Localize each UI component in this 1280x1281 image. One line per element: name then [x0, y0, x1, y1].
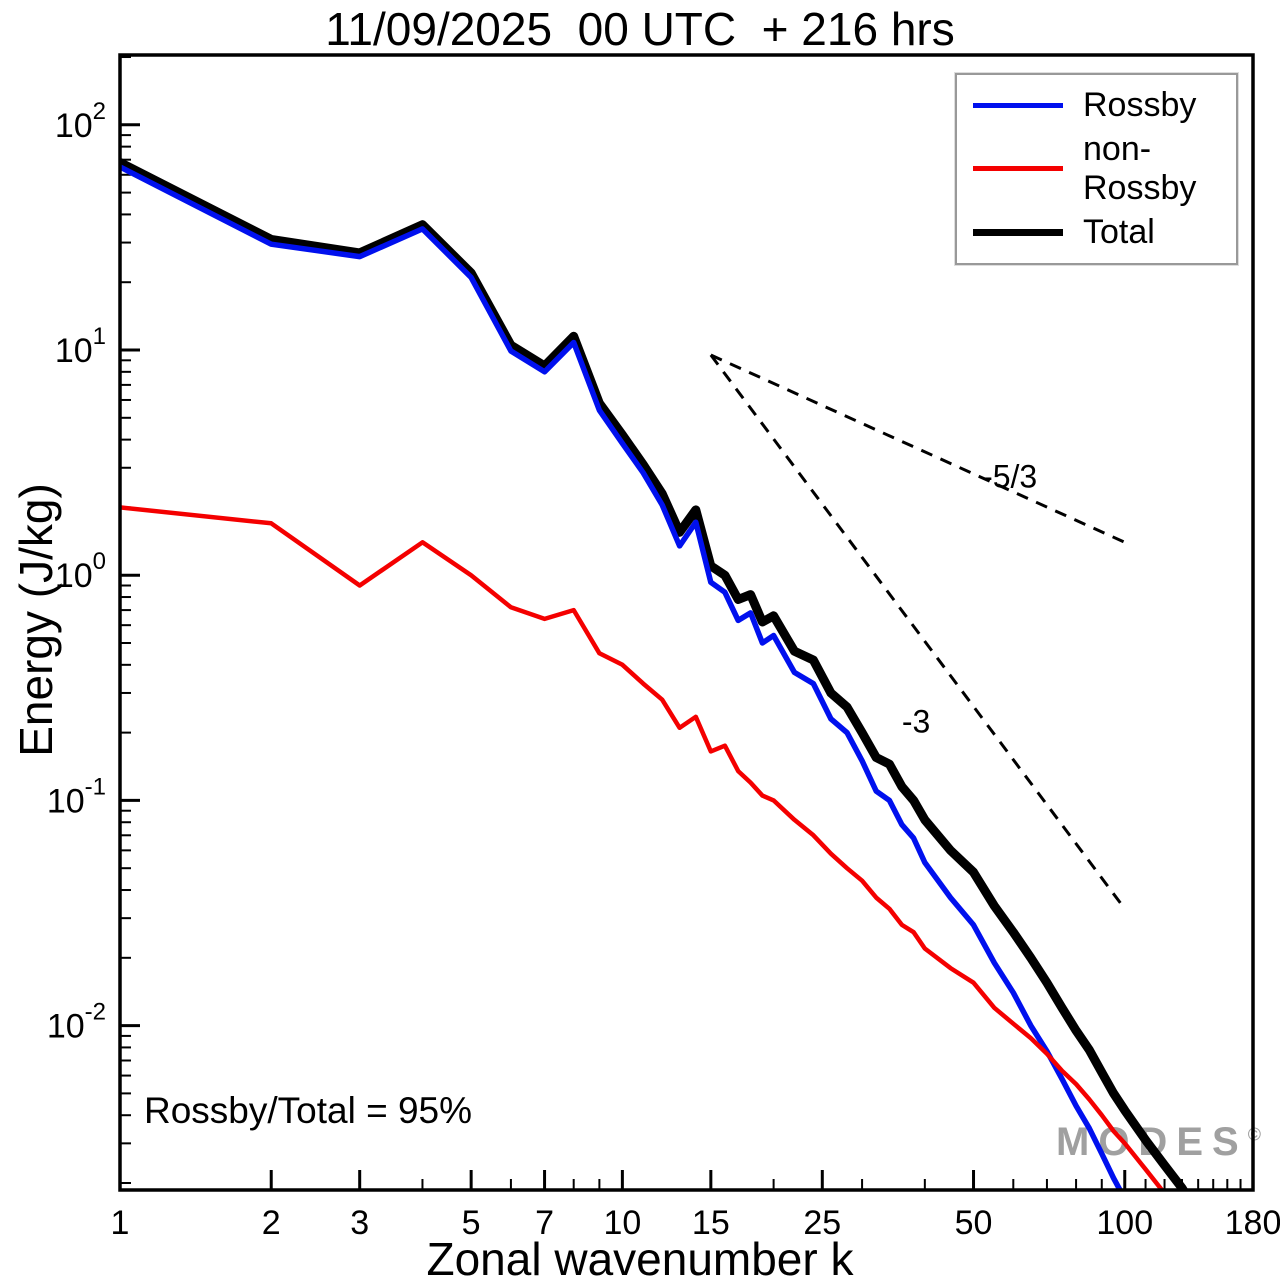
slope-label: -3: [902, 704, 930, 740]
plot-frame: [118, 53, 1255, 1192]
rossby-total-ratio-text: Rossby/Total = 95%: [144, 1090, 473, 1131]
x-axis-label: Zonal wavenumber k: [426, 1233, 854, 1281]
slope-reference-line: [710, 353, 1126, 544]
legend-item-rossby: Rossby: [957, 86, 1236, 125]
total-line-swatch: [973, 229, 1063, 237]
x-tick-label: 5: [462, 1204, 481, 1242]
x-tick-label: 180: [1225, 1204, 1280, 1242]
y-axis-label: Energy (J/kg): [10, 483, 62, 757]
series-rossby-line: [120, 164, 1124, 1190]
legend-label-total: Total: [1083, 213, 1155, 252]
y-tick-label: 102: [55, 98, 106, 145]
x-tick-label: 3: [350, 1204, 369, 1242]
non-rossby-line-swatch: [973, 166, 1063, 172]
legend-item-non-rossby: non-Rossby: [957, 130, 1236, 208]
legend-label-non-rossby: non-Rossby: [1083, 129, 1197, 207]
x-tick-label: 1: [111, 1204, 130, 1242]
y-tick-label: 10-2: [47, 999, 106, 1046]
rossby-line-swatch: [973, 102, 1063, 108]
series-total-line: [120, 158, 1189, 1190]
chart-title: 11/09/2025 00 UTC + 216 hrs: [325, 3, 955, 55]
y-tick-label: 10-1: [47, 773, 106, 820]
y-tick-label: 101: [55, 323, 106, 370]
legend: Rossby non-Rossby Total: [955, 73, 1238, 265]
x-tick-label: 25: [803, 1204, 841, 1242]
x-tick-label: 15: [692, 1204, 730, 1242]
slope-reference-line: [709, 354, 1126, 910]
x-tick-label: 10: [603, 1204, 641, 1242]
x-tick-label: 100: [1096, 1204, 1153, 1242]
legend-label-rossby: Rossby: [1083, 85, 1197, 124]
series-non-rossby-line: [120, 505, 1165, 1190]
x-tick-label: 2: [262, 1204, 281, 1242]
legend-item-total: Total: [957, 213, 1236, 252]
slope-label: -5/3: [982, 459, 1037, 495]
x-tick-label: 7: [535, 1204, 554, 1242]
x-tick-label: 50: [955, 1204, 993, 1242]
